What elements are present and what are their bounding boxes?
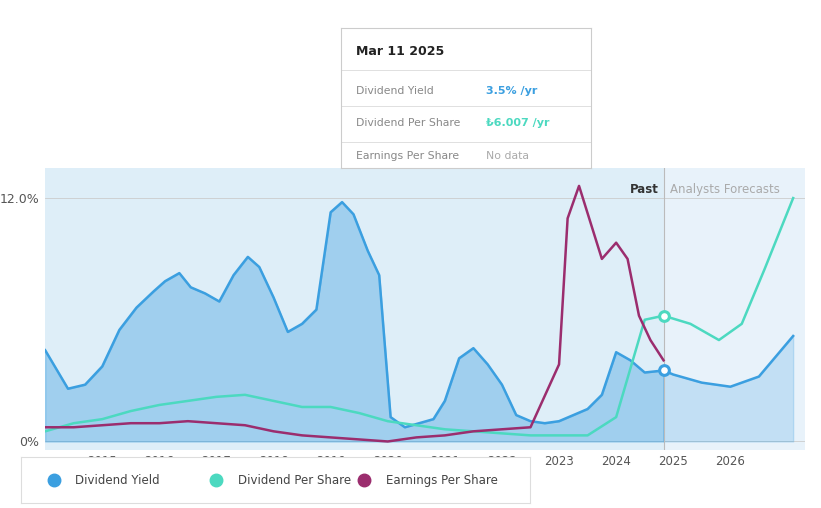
Text: Earnings Per Share: Earnings Per Share	[355, 151, 459, 161]
Bar	[663, 168, 805, 450]
Text: Dividend Per Share: Dividend Per Share	[355, 118, 460, 128]
Text: ₺6.007 /yr: ₺6.007 /yr	[486, 118, 549, 128]
Text: 3.5% /yr: 3.5% /yr	[486, 86, 537, 96]
Text: Past: Past	[630, 183, 659, 196]
Text: Dividend Per Share: Dividend Per Share	[238, 473, 351, 487]
Text: No data: No data	[486, 151, 529, 161]
Text: Mar 11 2025: Mar 11 2025	[355, 45, 444, 58]
Text: Analysts Forecasts: Analysts Forecasts	[671, 183, 780, 196]
Text: Dividend Yield: Dividend Yield	[76, 473, 160, 487]
Text: Earnings Per Share: Earnings Per Share	[386, 473, 498, 487]
Text: Dividend Yield: Dividend Yield	[355, 86, 433, 96]
